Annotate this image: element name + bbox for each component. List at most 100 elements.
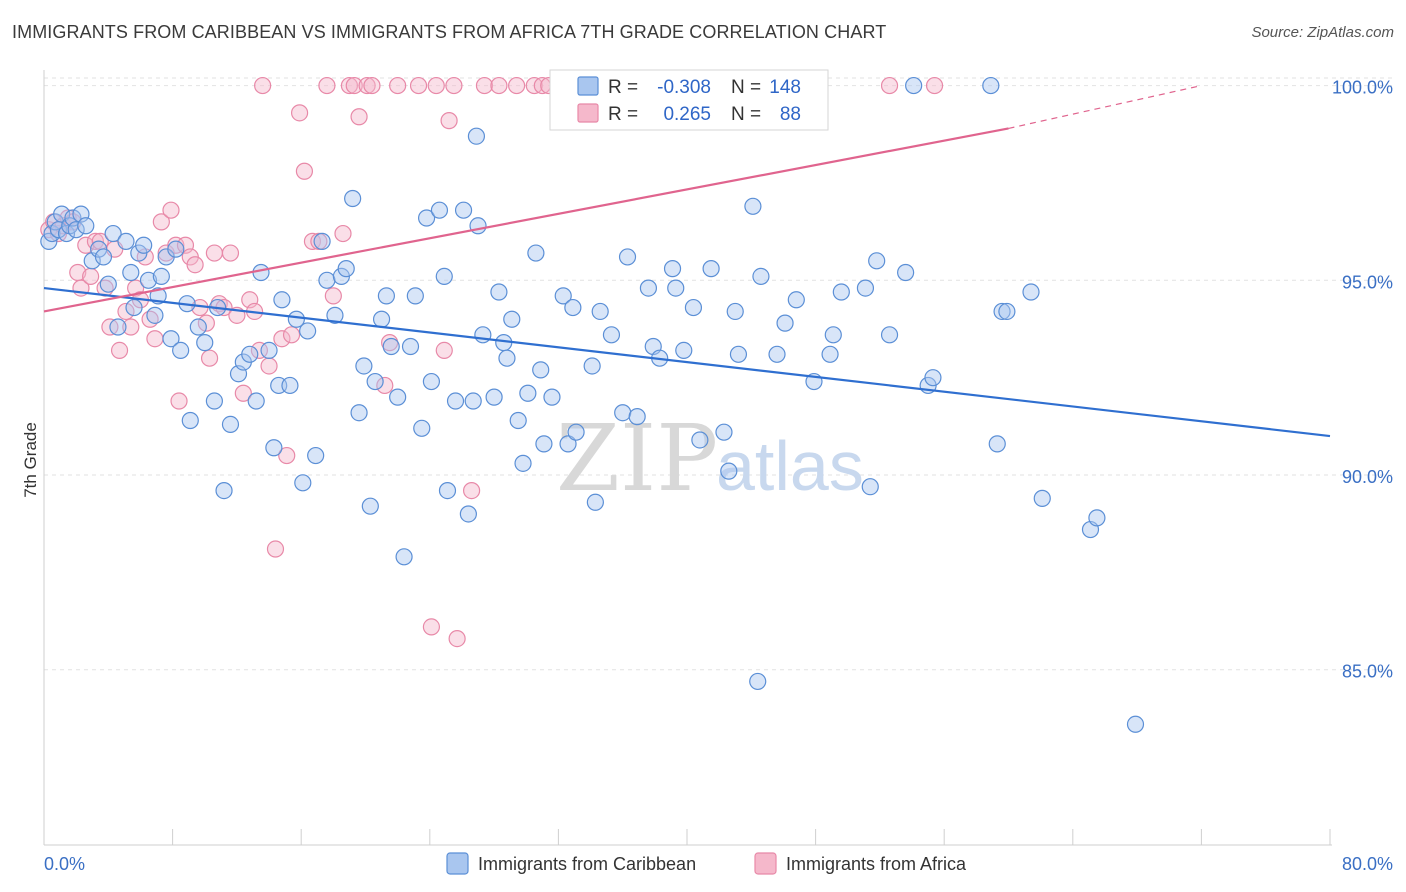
caribbean-point	[146, 306, 164, 324]
legend-swatch-africa	[577, 103, 599, 123]
caribbean-point	[307, 446, 325, 465]
caribbean-point	[675, 341, 693, 360]
series-legend: Immigrants from Caribbean Immigrants fro…	[446, 852, 967, 875]
caribbean-point	[897, 263, 915, 282]
caribbean-point	[294, 474, 312, 492]
africa-point	[186, 256, 204, 274]
caribbean-point	[1033, 489, 1051, 507]
caribbean-point	[167, 240, 185, 258]
caribbean-points	[40, 76, 1145, 733]
africa-point	[880, 76, 899, 95]
caribbean-point	[663, 260, 682, 278]
caribbean-point	[1022, 283, 1040, 301]
caribbean-point	[469, 217, 487, 235]
caribbean-point	[691, 431, 709, 449]
caribbean-point	[196, 334, 214, 352]
caribbean-point	[832, 283, 850, 301]
bottom-legend-swatch-caribbean	[446, 852, 469, 875]
africa-point	[146, 330, 164, 348]
caribbean-point	[435, 267, 453, 286]
caribbean-point	[554, 287, 572, 305]
caribbean-point	[318, 271, 336, 289]
source-credit: Source: ZipAtlas.com	[1251, 24, 1394, 41]
caribbean-point	[1126, 715, 1145, 733]
caribbean-point	[215, 482, 233, 500]
caribbean-point	[422, 372, 441, 391]
caribbean-point	[260, 341, 278, 360]
africa-point	[475, 76, 494, 95]
caribbean-point	[639, 279, 658, 297]
y-axis-title: 7th Grade	[21, 422, 40, 498]
caribbean-point	[684, 298, 703, 317]
caribbean-point	[139, 271, 158, 289]
legend-r-value-1: -0.308	[657, 77, 711, 98]
caribbean-point	[389, 388, 407, 406]
africa-point	[334, 224, 352, 243]
caribbean-point	[543, 388, 561, 406]
caribbean-point	[591, 302, 609, 321]
africa-point	[170, 392, 188, 410]
africa-point	[282, 326, 301, 344]
caribbean-point	[868, 252, 886, 270]
africa-point	[152, 213, 170, 231]
caribbean-point	[715, 423, 733, 441]
africa-point	[303, 232, 322, 250]
caribbean-point	[527, 244, 545, 262]
y-tick-labels: 85.0% 90.0% 95.0% 100.0%	[1332, 78, 1393, 682]
caribbean-point	[628, 408, 646, 426]
legend-n-value-1: 148	[769, 77, 801, 98]
watermark-zip: ZIP	[556, 405, 718, 512]
africa-point	[435, 341, 453, 360]
caribbean-point	[77, 217, 95, 235]
caribbean-point	[99, 275, 117, 293]
caribbean-point	[241, 345, 259, 363]
africa-point	[290, 104, 309, 122]
y-tick-label: 100.0%	[1332, 78, 1393, 98]
caribbean-point	[366, 372, 384, 391]
bottom-legend-label-africa: Immigrants from Africa	[786, 854, 967, 874]
africa-point	[440, 112, 458, 130]
caribbean-point	[104, 224, 122, 243]
caribbean-point	[749, 672, 767, 691]
caribbean-point	[181, 411, 199, 430]
caribbean-point	[247, 392, 265, 410]
caribbean-point	[586, 493, 604, 511]
caribbean-point	[535, 435, 553, 453]
caribbean-point	[135, 236, 153, 254]
caribbean-point	[221, 415, 240, 433]
caribbean-point	[205, 392, 223, 410]
caribbean-point	[856, 279, 875, 297]
caribbean-point	[532, 361, 550, 379]
caribbean-point	[401, 337, 420, 356]
caribbean-point	[125, 298, 143, 317]
africa-point	[197, 314, 215, 332]
caribbean-point	[287, 310, 305, 328]
africa-point	[273, 330, 291, 348]
caribbean-point	[880, 326, 899, 344]
caribbean-point	[172, 341, 190, 360]
caribbean-point	[982, 76, 1000, 95]
caribbean-point	[117, 232, 135, 250]
africa-point	[266, 540, 285, 558]
caribbean-point	[667, 279, 685, 297]
legend-swatch-caribbean	[577, 76, 599, 96]
legend-n-value-2: 88	[780, 104, 801, 125]
caribbean-point	[905, 76, 923, 95]
africa-points	[40, 76, 944, 648]
caribbean-point	[53, 205, 71, 223]
x-axis-max-label: 80.0%	[1342, 854, 1393, 874]
caribbean-point	[744, 197, 762, 215]
caribbean-point	[446, 392, 465, 410]
africa-point	[200, 349, 219, 367]
africa-point	[250, 341, 269, 360]
caribbean-point	[768, 345, 786, 363]
africa-point	[445, 76, 463, 95]
caribbean-point	[988, 435, 1006, 453]
caribbean-point	[122, 263, 140, 282]
africa-point	[376, 376, 394, 395]
africa-point	[234, 384, 252, 402]
caribbean-point	[993, 302, 1011, 321]
caribbean-point	[503, 310, 521, 328]
caribbean-point	[467, 127, 486, 145]
africa-point	[462, 482, 481, 500]
